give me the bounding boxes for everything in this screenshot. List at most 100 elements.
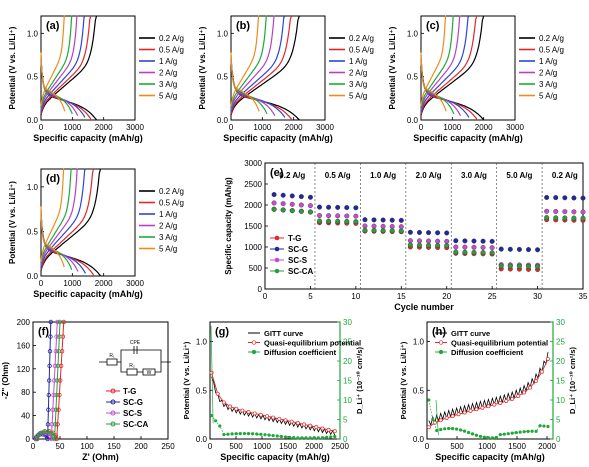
panel-c-discharge-5	[420, 52, 447, 112]
panel-f-ylabel: -Z" (Ohm)	[1, 362, 10, 399]
panel-e-point	[471, 244, 477, 250]
panel-h-diffusion-point	[522, 430, 526, 434]
panel-h-xlabel: Specific capacity (mAh/g)	[435, 452, 545, 462]
panel-f-point	[53, 349, 59, 354]
panel-f-point	[50, 407, 56, 412]
panel-e-point	[344, 213, 350, 219]
panel-h-quasi-point	[522, 390, 527, 395]
panel-g-xtick-label: 1000	[253, 442, 271, 451]
panel-b-xlabel: Specific capacity (mAh/g)	[223, 133, 333, 143]
panel-e-point	[380, 228, 386, 234]
panel-g-y2tick-label: 15	[343, 377, 352, 386]
panel-e-point	[371, 217, 377, 223]
panel-h-diffusion-point	[458, 428, 463, 432]
panel-e-point	[444, 238, 450, 244]
panel-h-diffusion-point	[466, 430, 471, 435]
panel-g-legend-marker	[251, 340, 257, 345]
panel-g-quasi-point	[221, 400, 226, 405]
panel-f-point	[57, 319, 63, 325]
panel-f-point	[52, 378, 57, 383]
panel-e-point	[271, 206, 277, 212]
panel-d-xtick-label: 3000	[126, 279, 144, 288]
panel-f-point	[57, 392, 62, 398]
panel-e-ylabel: Specific capacity (mAh/g)	[224, 177, 233, 275]
panel-a-discharge-4	[40, 54, 73, 115]
panel-e-point	[516, 263, 522, 269]
panel-g-diffusion-point	[300, 436, 304, 440]
panel-e-xtick-label: 25	[488, 292, 497, 301]
panel-h-diffusion-point	[478, 434, 483, 438]
panel-g-diffusion-point	[288, 435, 292, 439]
panel-f-point	[49, 422, 55, 427]
panel-f-circuit-r1	[106, 358, 118, 366]
panel-f-point	[58, 363, 64, 369]
panel-h-diffusion-point	[538, 424, 542, 428]
panel-c-xtick-label: 1000	[443, 123, 461, 132]
panel-e-point	[507, 263, 513, 269]
panel-a-legend-label: 3 A/g	[159, 80, 177, 89]
panel-f-xtick-label: 250	[161, 442, 175, 451]
panel-c-charge-5	[420, 15, 447, 107]
panel-e-point	[362, 217, 368, 223]
panel-e-legend-label: SC-S	[288, 256, 308, 265]
panel-e-point	[462, 244, 468, 250]
panel-h-diffusion-point	[427, 398, 431, 402]
panel-h-diffusion-point	[455, 427, 459, 431]
panel-e-point	[480, 238, 486, 244]
panel-d-charge-4	[40, 168, 72, 265]
panel-e-rate-label: 1.0 A/g	[370, 171, 396, 180]
panel-h-quasi-point	[438, 418, 443, 423]
panel-f-legend-marker	[110, 388, 116, 394]
panel-d-legend-label: 0.2 A/g	[159, 187, 184, 196]
panel-f-point	[48, 334, 53, 339]
panel-h-y2tick-label: 30	[556, 318, 565, 327]
panel-e-point	[335, 218, 341, 224]
panel-f-ytick-label: 120	[17, 365, 31, 374]
panel-e-point	[544, 208, 550, 214]
panel-e-point	[280, 207, 286, 213]
panel-e-point	[535, 264, 541, 270]
panel-f-curve-1	[35, 321, 52, 440]
panel-f-ytick-label: 40	[21, 412, 30, 421]
panel-h-y2tick-label: 15	[556, 377, 565, 386]
panel-e-legend-marker	[274, 246, 280, 252]
panel-c-ytick-label: 1.0	[407, 29, 419, 38]
panel-e-point	[489, 250, 495, 256]
panel-d-charge-0	[40, 168, 102, 271]
panel-b-ytick-label: 1.0	[217, 29, 229, 38]
panel-e-legend-label: T-G	[288, 234, 301, 243]
panel-h-diffusion-point	[474, 433, 479, 437]
panel-a-charge-1	[40, 15, 92, 115]
panel-e-point	[562, 195, 568, 201]
panel-b-legend-label: 2 A/g	[349, 69, 367, 78]
panel-c-xtick-label: 3000	[506, 123, 524, 132]
panel-f-legend-label: SC-G	[123, 398, 143, 407]
panel-a-xtick-label: 2000	[95, 123, 113, 132]
panel-a-charge-3	[40, 15, 78, 111]
panel-a-xtick-label: 3000	[126, 123, 144, 132]
panel-g-y2tick-label: 5	[343, 416, 348, 425]
panel-h-legend-label: Quasi-equilibrium potential	[451, 339, 548, 348]
panel-h-diffusion-point	[470, 432, 475, 436]
panel-e-ytick-label: 3000	[244, 159, 262, 168]
panel-f-xtick-label: 100	[80, 442, 94, 451]
panel-h-quasi-point	[528, 385, 533, 390]
panel-e-point	[389, 224, 395, 230]
panel-d-charge-1	[40, 168, 95, 270]
panel-c-charge-2	[420, 15, 470, 113]
panel-b-discharge-5	[230, 52, 260, 112]
panel-e-point	[553, 215, 559, 221]
panel-e-point	[580, 195, 586, 201]
panel-g-quasi-point	[252, 411, 257, 416]
panel-f-legend-label: T-G	[123, 387, 136, 396]
panel-b-panel-label: (b)	[236, 20, 250, 32]
panel-g-quasi-point	[289, 419, 294, 424]
panel-e-rate-label: 0.2 A/g	[552, 171, 578, 180]
panel-f-xtick-label: 0	[31, 442, 36, 451]
panel-g-diffusion-point	[292, 436, 296, 440]
panel-g-diffusion-point	[308, 436, 312, 440]
panel-a-ytick-label: 0.0	[27, 116, 39, 125]
panel-e-ytick-label: 0	[258, 285, 263, 294]
panel-h-diffusion-point	[518, 430, 522, 434]
panel-e-point	[498, 263, 504, 269]
